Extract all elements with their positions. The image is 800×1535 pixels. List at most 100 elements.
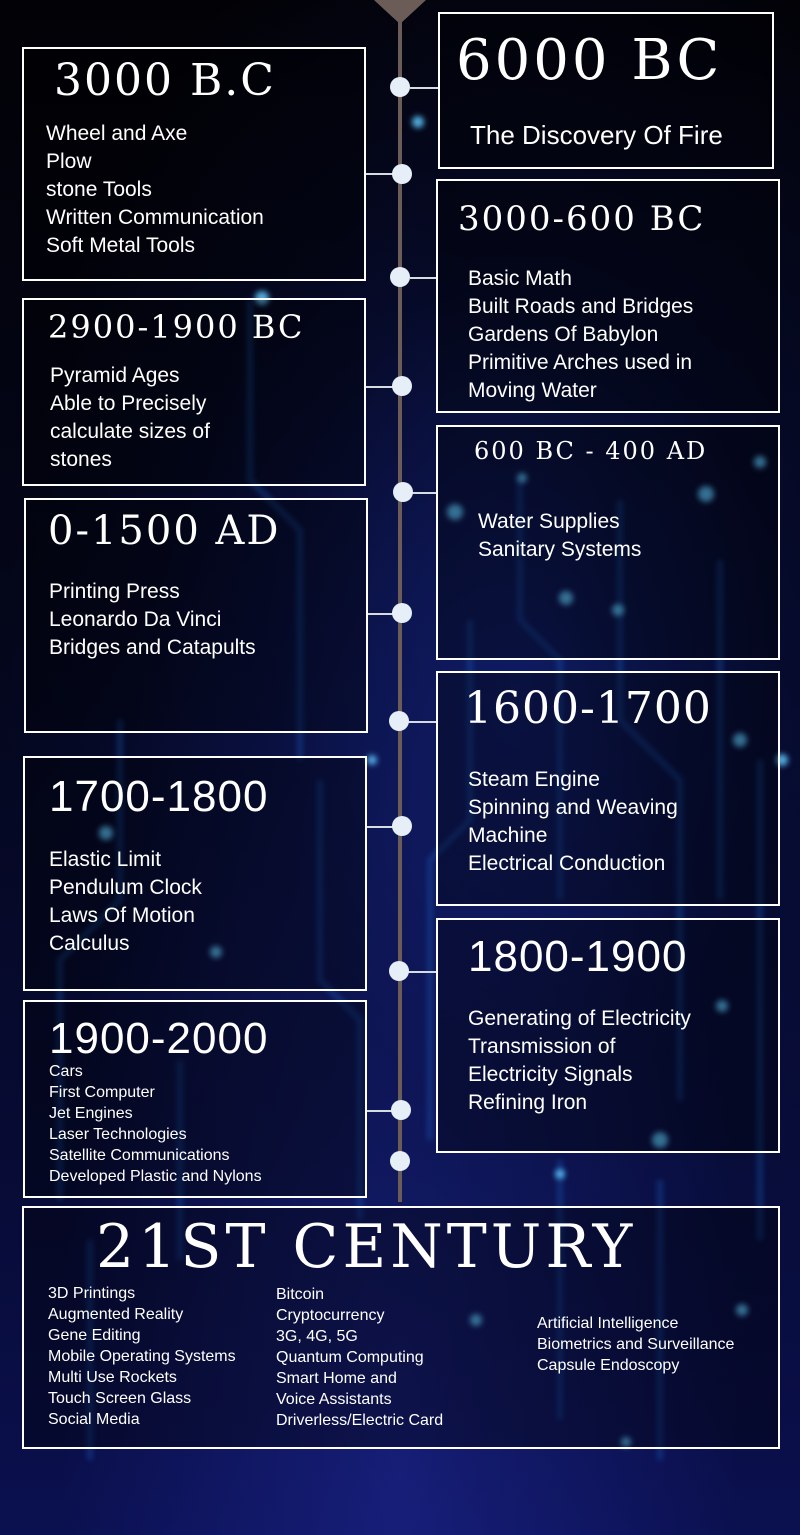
- connector: [366, 1110, 400, 1112]
- era-item: Moving Water: [468, 379, 597, 402]
- century-card-21st: 21ST CENTURY 3D Printings Augmented Real…: [22, 1206, 780, 1449]
- era-item: Pyramid Ages: [50, 364, 180, 387]
- era-card-1800-1900: 1800-1900 Generating of Electricity Tran…: [436, 918, 780, 1153]
- century-item: Augmented Reality: [48, 1306, 184, 1323]
- era-title: 0-1500 AD: [48, 508, 281, 554]
- era-items: Steam Engine Spinning and Weaving Machin…: [468, 766, 678, 878]
- era-item: Bridges and Catapults: [49, 636, 256, 659]
- timeline-dot: [391, 1100, 411, 1120]
- era-items: Water Supplies Sanitary Systems: [478, 508, 641, 564]
- century-item: Bitcoin: [276, 1286, 325, 1303]
- connector: [410, 87, 440, 89]
- era-items: Generating of Electricity Transmission o…: [468, 1005, 691, 1117]
- era-items: Printing Press Leonardo Da Vinci Bridges…: [49, 578, 256, 662]
- era-item: Elastic Limit: [49, 848, 162, 871]
- timeline-dot: [392, 603, 412, 623]
- timeline-dot: [389, 961, 409, 981]
- century-column-2: Bitcoin Cryptocurrency 3G, 4G, 5G Quantu…: [276, 1284, 443, 1431]
- era-item: Refining Iron: [468, 1091, 588, 1114]
- century-item: Driverless/Electric Card: [276, 1412, 444, 1429]
- century-item: 3D Printings: [48, 1285, 136, 1302]
- connector: [365, 386, 400, 388]
- century-column-1: 3D Printings Augmented Reality Gene Edit…: [48, 1283, 236, 1430]
- era-item: Transmission of: [468, 1035, 616, 1058]
- era-card-600bc-400ad: 600 BC - 400 AD Water Supplies Sanitary …: [436, 425, 780, 660]
- era-title: 1700-1800: [49, 772, 269, 821]
- century-item: Capsule Endoscopy: [537, 1357, 680, 1374]
- timeline-dot: [392, 376, 412, 396]
- era-item: Jet Engines: [49, 1105, 133, 1122]
- timeline-dot: [390, 1151, 410, 1171]
- era-item: Calculus: [49, 932, 130, 955]
- era-item: Steam Engine: [468, 768, 600, 791]
- era-item: Machine: [468, 824, 548, 847]
- century-item: Social Media: [48, 1411, 140, 1428]
- era-item: Primitive Arches used in: [468, 351, 693, 374]
- era-item: stones: [50, 448, 112, 471]
- era-card-1600-1700: 1600-1700 Steam Engine Spinning and Weav…: [436, 671, 780, 906]
- era-item: Built Roads and Bridges: [468, 295, 694, 318]
- timeline-dot: [392, 816, 412, 836]
- era-item: Water Supplies: [478, 510, 620, 533]
- century-item: Smart Home and: [276, 1370, 397, 1387]
- century-item: Mobile Operating Systems: [48, 1348, 236, 1365]
- era-items: Elastic Limit Pendulum Clock Laws Of Mot…: [49, 846, 202, 958]
- timeline-dot: [390, 77, 410, 97]
- era-card-0-1500ad: 0-1500 AD Printing Press Leonardo Da Vin…: [24, 498, 368, 733]
- century-title: 21ST CENTURY: [96, 1212, 637, 1282]
- timeline-dot: [393, 482, 413, 502]
- era-item: Gardens Of Babylon: [468, 323, 659, 346]
- era-card-2900-1900bc: 2900-1900 BC Pyramid Ages Able to Precis…: [22, 298, 366, 486]
- era-item: Spinning and Weaving: [468, 796, 678, 819]
- era-title: 3000-600 BC: [458, 199, 706, 239]
- timeline-axis: [398, 0, 402, 1202]
- era-item: Electricity Signals: [468, 1063, 633, 1086]
- era-item: Able to Precisely: [50, 392, 207, 415]
- era-item: Plow: [46, 150, 92, 173]
- era-item: Sanitary Systems: [478, 538, 642, 561]
- era-title: 600 BC - 400 AD: [474, 437, 708, 465]
- era-title: 1800-1900: [468, 932, 688, 981]
- era-item: Cars: [49, 1063, 83, 1080]
- century-item: Touch Screen Glass: [48, 1390, 192, 1407]
- era-item: Laser Technologies: [49, 1126, 187, 1143]
- era-items: Pyramid Ages Able to Precisely calculate…: [50, 362, 210, 474]
- connector: [366, 826, 400, 828]
- connector: [408, 721, 438, 723]
- era-item: stone Tools: [46, 178, 152, 201]
- era-title: 2900-1900 BC: [48, 308, 305, 346]
- century-item: Artificial Intelligence: [537, 1315, 679, 1332]
- era-items: Wheel and Axe Plow stone Tools Written C…: [46, 120, 264, 260]
- era-item: Developed Plastic and Nylons: [49, 1168, 262, 1185]
- connector: [410, 277, 438, 279]
- era-item: Pendulum Clock: [49, 876, 202, 899]
- era-item: Basic Math: [468, 267, 572, 290]
- era-card-3000bc: 3000 B.C Wheel and Axe Plow stone Tools …: [22, 47, 366, 281]
- era-card-1700-1800: 1700-1800 Elastic Limit Pendulum Clock L…: [23, 756, 367, 991]
- era-title: 1600-1700: [464, 683, 712, 734]
- timeline-dot: [389, 711, 409, 731]
- era-card-1900-2000: 1900-2000 Cars First Computer Jet Engine…: [23, 1000, 367, 1198]
- connector: [365, 173, 400, 175]
- era-items: The Discovery Of Fire: [470, 120, 723, 150]
- era-item: Soft Metal Tools: [46, 234, 196, 257]
- era-item: Wheel and Axe: [46, 122, 188, 145]
- century-column-3: Artificial Intelligence Biometrics and S…: [537, 1313, 734, 1376]
- century-item: Gene Editing: [48, 1327, 141, 1344]
- era-item: Satellite Communications: [49, 1147, 230, 1164]
- era-item: Laws Of Motion: [49, 904, 195, 927]
- era-title: 1900-2000: [49, 1014, 269, 1063]
- century-item: Quantum Computing: [276, 1349, 424, 1366]
- century-item: Biometrics and Surveillance: [537, 1336, 735, 1353]
- era-item: First Computer: [49, 1084, 155, 1101]
- era-title: 3000 B.C: [54, 55, 276, 106]
- era-item: Printing Press: [49, 580, 180, 603]
- century-item: 3G, 4G, 5G: [276, 1328, 358, 1345]
- century-item: Voice Assistants: [276, 1391, 392, 1408]
- century-item: Multi Use Rockets: [48, 1369, 177, 1386]
- era-item: calculate sizes of: [50, 420, 210, 443]
- timeline-dot: [390, 267, 410, 287]
- era-card-3000-600bc: 3000-600 BC Basic Math Built Roads and B…: [436, 179, 780, 413]
- connector: [408, 971, 438, 973]
